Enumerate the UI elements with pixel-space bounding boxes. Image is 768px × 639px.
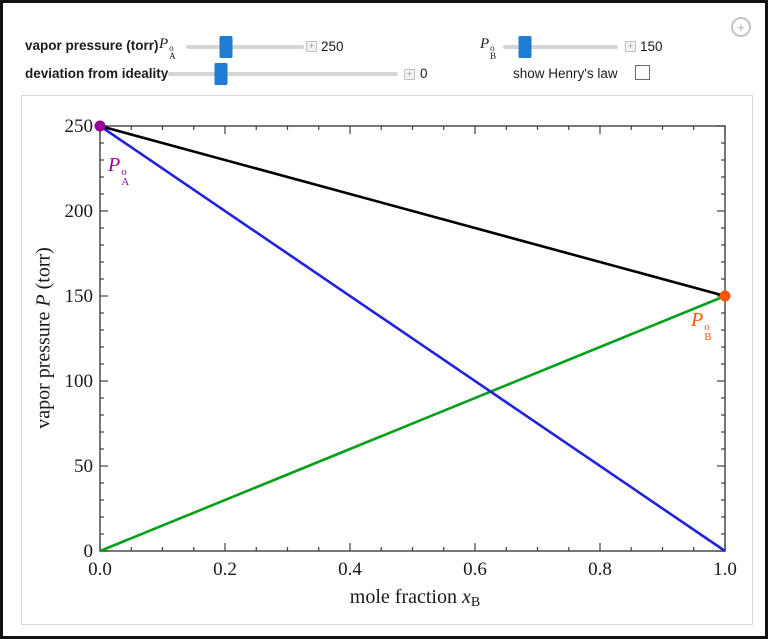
plot-panel: 0.0 0.2 0.4 0.6 0.8 1.0 0 50 100 150 200 250 mole f… [21, 95, 753, 625]
pa-slider[interactable] [186, 36, 304, 58]
x-tick-label: 1.0 [713, 559, 737, 580]
x-axis-label: mole fraction xB [349, 586, 481, 610]
pb-value: 150 [640, 39, 663, 54]
x-tick-label: 0.0 [88, 559, 112, 580]
pa-slider-track[interactable] [186, 45, 304, 49]
y-tick-label: 0 [84, 541, 94, 562]
henry-law-checkbox[interactable] [635, 65, 650, 80]
series-partial-pressure-of-B [99, 294, 726, 553]
pa-slider-thumb[interactable] [219, 36, 233, 58]
pb-value-expand-icon[interactable]: + [625, 41, 636, 52]
deviation-slider-thumb[interactable] [214, 63, 228, 85]
marker-pure-B-vapor-pressure [719, 290, 731, 302]
henry-law-label: show Henry's law [513, 66, 618, 81]
pa-value-expand-icon[interactable]: + [306, 41, 317, 52]
y-tick-label: 50 [74, 456, 93, 477]
deviation-value: 0 [420, 66, 428, 81]
x-tick-label: 0.2 [213, 559, 237, 580]
x-tick-label: 0.6 [463, 559, 487, 580]
expand-controls-icon[interactable]: + [731, 17, 751, 37]
y-tick-label: 200 [65, 201, 94, 222]
vapor-pressure-chart: 0.0 0.2 0.4 0.6 0.8 1.0 0 50 100 150 200 250 [65, 116, 737, 580]
deviation-value-expand-icon[interactable]: + [404, 69, 415, 80]
y-tick-label: 150 [65, 286, 94, 307]
vapor-pressure-group-label: vapor pressure (torr) [25, 38, 159, 53]
pb-slider-track[interactable] [503, 45, 618, 49]
deviation-slider[interactable] [168, 63, 398, 85]
y-axis-label: vapor pressure P (torr) [32, 247, 55, 429]
deviation-label: deviation from ideality [25, 66, 169, 81]
deviation-slider-track[interactable] [168, 72, 398, 76]
pb-slider[interactable] [503, 36, 618, 58]
y-tick-label: 250 [65, 116, 94, 137]
marker-pure-A-vapor-pressure [94, 120, 106, 132]
x-tick-label: 0.4 [338, 559, 362, 580]
x-tick-label: 0.8 [588, 559, 612, 580]
y-tick-label: 100 [65, 371, 94, 392]
pa-value: 250 [321, 39, 344, 54]
series-total-vapor-pressure [99, 124, 726, 298]
series-partial-pressure-of-A [99, 124, 726, 553]
pb-slider-thumb[interactable] [518, 36, 532, 58]
